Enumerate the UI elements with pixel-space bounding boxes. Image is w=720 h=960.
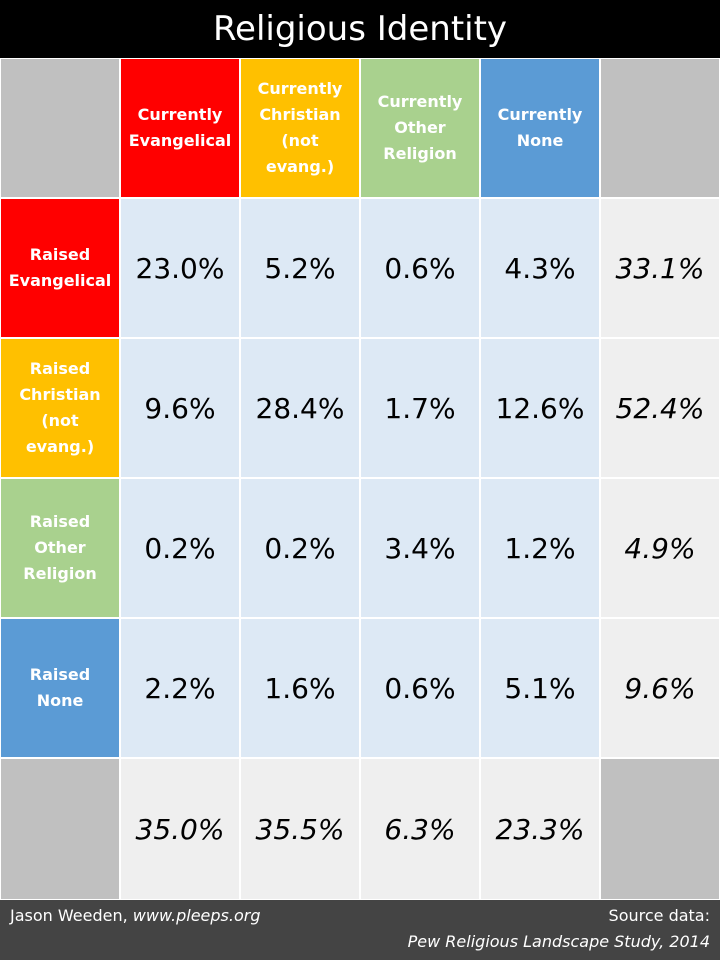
value-cell: 28.4% bbox=[240, 338, 360, 478]
column-total-cell: 35.0% bbox=[120, 758, 240, 900]
row-total-cell: 9.6% bbox=[600, 618, 720, 758]
corner-cell-top-right bbox=[600, 58, 720, 198]
col-header-none: Currently None bbox=[480, 58, 600, 198]
value-cell: 1.2% bbox=[480, 478, 600, 618]
value-cell: 1.7% bbox=[360, 338, 480, 478]
value-cell: 5.1% bbox=[480, 618, 600, 758]
column-total-cell: 35.5% bbox=[240, 758, 360, 900]
value-cell: 2.2% bbox=[120, 618, 240, 758]
chart-title: Religious Identity bbox=[0, 0, 720, 58]
value-cell: 5.2% bbox=[240, 198, 360, 338]
value-cell: 23.0% bbox=[120, 198, 240, 338]
row-header-evangelical: Raised Evangelical bbox=[0, 198, 120, 338]
row-header-other: Raised Other Religion bbox=[0, 478, 120, 618]
value-cell: 0.2% bbox=[120, 478, 240, 618]
corner-cell-bottom-right bbox=[600, 758, 720, 900]
value-cell: 4.3% bbox=[480, 198, 600, 338]
corner-cell-top-left bbox=[0, 58, 120, 198]
value-cell: 9.6% bbox=[120, 338, 240, 478]
value-cell: 12.6% bbox=[480, 338, 600, 478]
row-total-cell: 33.1% bbox=[600, 198, 720, 338]
row-header-none: Raised None bbox=[0, 618, 120, 758]
value-cell: 0.6% bbox=[360, 618, 480, 758]
row-header-christian: Raised Christian (not evang.) bbox=[0, 338, 120, 478]
author-site[interactable]: www.pleeps.org bbox=[132, 906, 261, 925]
value-cell: 0.2% bbox=[240, 478, 360, 618]
col-header-christian: Currently Christian (not evang.) bbox=[240, 58, 360, 198]
value-cell: 1.6% bbox=[240, 618, 360, 758]
author-credit: Jason Weeden, www.pleeps.org bbox=[10, 906, 260, 925]
identity-table: Currently Evangelical Currently Christia… bbox=[0, 58, 720, 900]
corner-cell-bottom-left bbox=[0, 758, 120, 900]
column-total-cell: 23.3% bbox=[480, 758, 600, 900]
col-header-other: Currently Other Religion bbox=[360, 58, 480, 198]
source-name: Pew Religious Landscape Study, 2014 bbox=[407, 932, 710, 951]
row-total-cell: 4.9% bbox=[600, 478, 720, 618]
author-name: Jason Weeden, bbox=[10, 906, 128, 925]
footer: Jason Weeden, www.pleeps.org Source data… bbox=[0, 900, 720, 960]
value-cell: 3.4% bbox=[360, 478, 480, 618]
column-total-cell: 6.3% bbox=[360, 758, 480, 900]
col-header-evangelical: Currently Evangelical bbox=[120, 58, 240, 198]
row-total-cell: 52.4% bbox=[600, 338, 720, 478]
source-label: Source data: bbox=[608, 906, 710, 925]
value-cell: 0.6% bbox=[360, 198, 480, 338]
